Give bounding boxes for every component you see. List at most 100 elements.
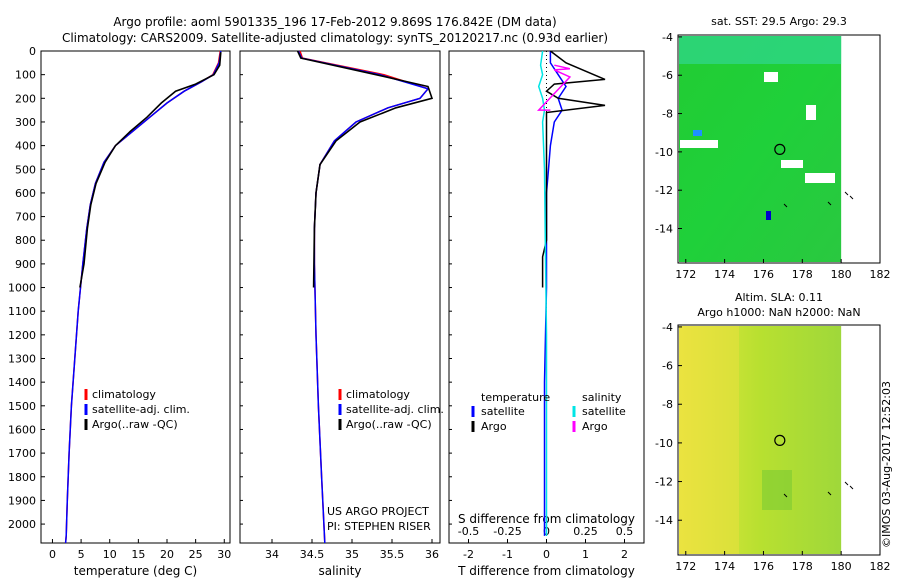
header-line2: Climatology: CARS2009. Satellite-adjuste… <box>62 31 608 45</box>
series-line-2 <box>79 52 222 288</box>
header-line1: Argo profile: aoml 5901335_196 17-Feb-20… <box>113 15 556 29</box>
y-tick-label: 1200 <box>8 329 36 342</box>
map-x-tick-label: 172 <box>675 268 696 281</box>
plot-frame <box>40 50 231 544</box>
legend-label: satellite <box>582 405 626 418</box>
x-axis-label: T difference from climatology <box>457 564 635 578</box>
map-y-tick-label: -10 <box>655 146 673 159</box>
y-tick-label: 700 <box>15 211 36 224</box>
cold-pixel <box>693 130 702 136</box>
x-tick-label: -1 <box>502 548 513 561</box>
x-tick-label: 2 <box>621 548 628 561</box>
series-line-3 <box>536 64 572 111</box>
y-tick-label: 2000 <box>8 518 36 531</box>
salinity-panel: 34 34.5 35 35.5 36 salinity climatology satelli… <box>239 50 444 578</box>
argo-position-marker <box>774 143 786 155</box>
missing-data-patch <box>764 72 778 82</box>
top-tick-label: -0.25 <box>493 525 521 538</box>
y-tick-label: 1500 <box>8 400 36 413</box>
y-tick-label: 1600 <box>8 423 36 436</box>
top-tick-label: 0.5 <box>616 525 634 538</box>
legend-label: satellite-adj. clim. <box>92 403 190 416</box>
x-tick-label: -2 <box>463 548 474 561</box>
y-tick-label: 1000 <box>8 282 36 295</box>
sla-high-band <box>679 326 739 554</box>
x-tick-label: 0 <box>543 548 550 561</box>
top-tick-label: 0.25 <box>573 525 598 538</box>
legend-label: Argo <box>582 420 608 433</box>
map-field <box>679 36 842 262</box>
x-axis-label: temperature (deg C) <box>74 564 197 578</box>
map-speck <box>783 203 788 208</box>
temperature-panel: 0 5 10 15 20 25 30 temperature (deg C) 0 100 200 30… <box>8 45 231 578</box>
cool-band <box>679 36 842 64</box>
map-x-tick-label: 182 <box>870 268 891 281</box>
map-x-tick-label: 178 <box>792 268 813 281</box>
map-speck <box>844 481 849 486</box>
y-tick-label: 1800 <box>8 471 36 484</box>
plot-frame <box>239 50 441 544</box>
y-tick-label: 500 <box>15 163 36 176</box>
x-tick-label: 20 <box>160 548 174 561</box>
map-speck <box>827 201 832 206</box>
map-title: Altim. SLA: 0.11 <box>735 291 823 304</box>
map-x-tick-label: 174 <box>714 560 735 573</box>
sla-low-patch <box>762 470 792 510</box>
map-x-tick-label: 176 <box>753 560 774 573</box>
map-y-tick-label: -12 <box>655 476 673 489</box>
y-tick-label: 300 <box>15 116 36 129</box>
map-y-tick-label: -6 <box>662 360 673 373</box>
sst-map-panel: 172 174 176 178 180 182 -4 -6 -8 -10 -12 -14 sat. SS… <box>655 15 890 281</box>
y-tick-label: 400 <box>15 140 36 153</box>
y-tick-label: 1100 <box>8 305 36 318</box>
top-tick-label: -0.5 <box>458 525 479 538</box>
sla-map-panel: 172 174 176 178 180 182 -4 -6 -8 -10 -12 -14 Altim. … <box>655 291 890 573</box>
missing-data-patch <box>805 173 835 183</box>
map-speck <box>849 485 854 490</box>
x-tick-label: 36 <box>425 548 439 561</box>
y-tick-label: 1300 <box>8 353 36 366</box>
x-tick-label: 5 <box>78 548 85 561</box>
y-tick-label: 900 <box>15 258 36 271</box>
legend-label: climatology <box>346 388 410 401</box>
x-tick-label: 30 <box>217 548 231 561</box>
legend-label: satellite <box>481 405 525 418</box>
y-tick-label: 1700 <box>8 447 36 460</box>
y-tick-label: 100 <box>15 69 36 82</box>
cold-pixel <box>766 211 771 220</box>
x-tick-label: 1 <box>582 548 589 561</box>
map-title: sat. SST: 29.5 Argo: 29.3 <box>711 15 847 28</box>
missing-data-patch <box>806 105 816 120</box>
map-subtitle: Argo h1000: NaN h2000: NaN <box>697 306 860 319</box>
project-annotation: US ARGO PROJECT <box>327 505 429 518</box>
legend-label: Argo <box>481 420 507 433</box>
map-y-tick-label: -14 <box>655 514 673 527</box>
map-y-tick-label: -4 <box>662 31 673 44</box>
y-tick-label: 600 <box>15 187 36 200</box>
project-annotation: PI: STEPHEN RISER <box>327 520 431 533</box>
legend-header: temperature <box>481 391 550 404</box>
map-y-tick-label: -14 <box>655 223 673 236</box>
y-tick-label: 200 <box>15 92 36 105</box>
difference-panel: -2 -1 0 1 2 T difference from climatology -0.5… <box>448 50 645 578</box>
legend-label: Argo(..raw -QC) <box>92 418 178 431</box>
map-x-tick-label: 182 <box>870 560 891 573</box>
map-x-tick-label: 174 <box>714 268 735 281</box>
series-line-2 <box>537 50 548 536</box>
x-tick-label: 35 <box>345 548 359 561</box>
x-tick-label: 0 <box>49 548 56 561</box>
imos-watermark: ©IMOS 03-Aug-2017 12:52:03 <box>880 381 893 548</box>
map-speck <box>827 491 832 496</box>
x-tick-label: 15 <box>131 548 145 561</box>
missing-data-patch <box>680 140 718 148</box>
y-tick-label: 800 <box>15 234 36 247</box>
map-y-tick-label: -8 <box>662 108 673 121</box>
legend-header: salinity <box>582 391 622 404</box>
map-y-tick-label: -4 <box>662 321 673 334</box>
x-tick-label: 34 <box>265 548 279 561</box>
map-x-tick-label: 180 <box>831 560 852 573</box>
series-line-0 <box>543 51 567 536</box>
y-tick-label: 1900 <box>8 494 36 507</box>
